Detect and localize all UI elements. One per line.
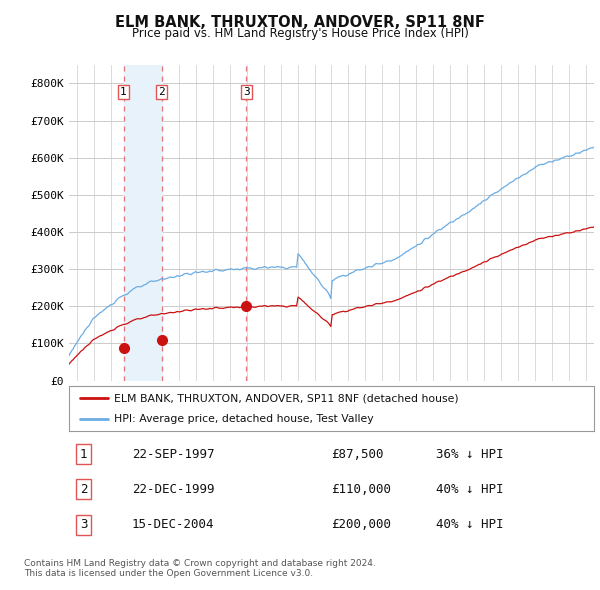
Text: 1: 1 bbox=[120, 87, 127, 97]
Text: 22-SEP-1997: 22-SEP-1997 bbox=[132, 447, 215, 461]
Text: ELM BANK, THRUXTON, ANDOVER, SP11 8NF (detached house): ELM BANK, THRUXTON, ANDOVER, SP11 8NF (d… bbox=[113, 394, 458, 404]
Text: 2: 2 bbox=[80, 483, 88, 496]
Text: Price paid vs. HM Land Registry's House Price Index (HPI): Price paid vs. HM Land Registry's House … bbox=[131, 27, 469, 40]
Text: 2: 2 bbox=[158, 87, 165, 97]
Text: 15-DEC-2004: 15-DEC-2004 bbox=[132, 518, 215, 532]
Text: £110,000: £110,000 bbox=[331, 483, 392, 496]
Text: 3: 3 bbox=[243, 87, 250, 97]
Text: 1: 1 bbox=[80, 447, 88, 461]
Text: 22-DEC-1999: 22-DEC-1999 bbox=[132, 483, 215, 496]
Text: 40% ↓ HPI: 40% ↓ HPI bbox=[437, 483, 504, 496]
Bar bbox=[124, 65, 161, 381]
Text: 40% ↓ HPI: 40% ↓ HPI bbox=[437, 518, 504, 532]
Text: £200,000: £200,000 bbox=[331, 518, 392, 532]
Text: 3: 3 bbox=[80, 518, 88, 532]
Text: HPI: Average price, detached house, Test Valley: HPI: Average price, detached house, Test… bbox=[113, 414, 373, 424]
Text: ELM BANK, THRUXTON, ANDOVER, SP11 8NF: ELM BANK, THRUXTON, ANDOVER, SP11 8NF bbox=[115, 15, 485, 30]
Text: £87,500: £87,500 bbox=[331, 447, 384, 461]
Text: Contains HM Land Registry data © Crown copyright and database right 2024.
This d: Contains HM Land Registry data © Crown c… bbox=[24, 559, 376, 578]
Text: 36% ↓ HPI: 36% ↓ HPI bbox=[437, 447, 504, 461]
